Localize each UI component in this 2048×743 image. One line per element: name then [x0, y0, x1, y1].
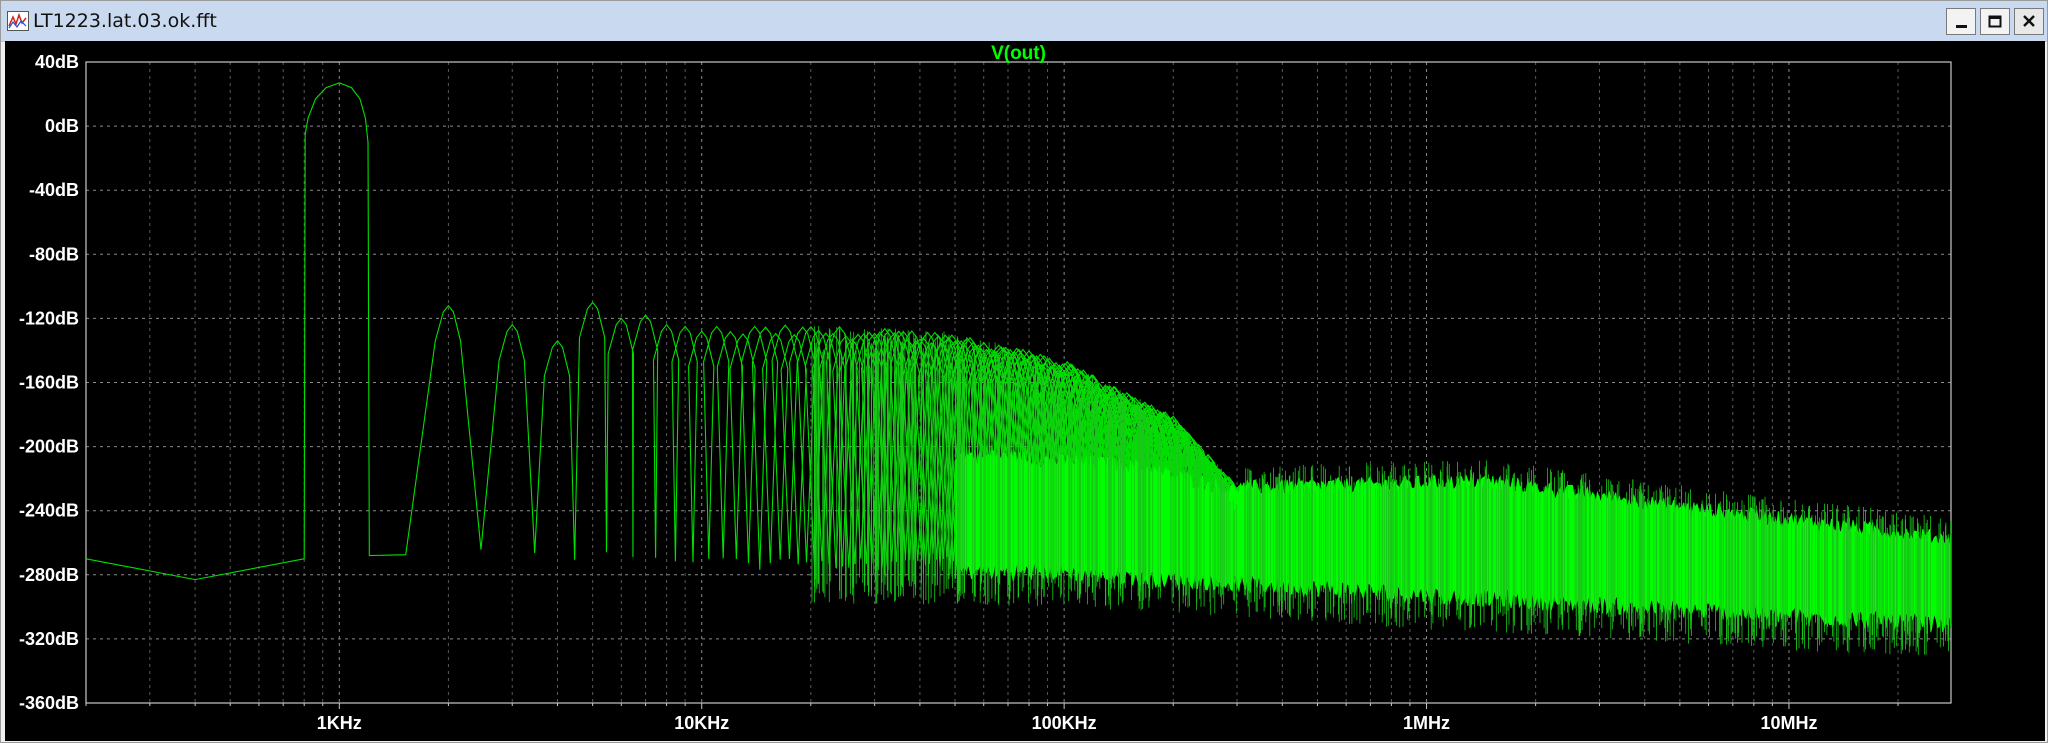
- waveform-icon: [7, 11, 29, 31]
- y-tick-label: 40dB: [35, 52, 79, 72]
- y-tick-label: -280dB: [19, 565, 79, 585]
- plot-frame: [85, 61, 1952, 704]
- y-tick-label: -360dB: [19, 693, 79, 713]
- y-tick-label: -160dB: [19, 373, 79, 393]
- y-tick-label: 0dB: [45, 116, 79, 136]
- y-tick-label: -120dB: [19, 308, 79, 328]
- x-tick-label: 100KHz: [1032, 713, 1097, 733]
- maximize-button[interactable]: [1980, 8, 2010, 35]
- y-axis: 40dB 0dB -40dB -80dB -120dB -160dB -200dB -240d…: [19, 52, 79, 713]
- x-axis: 1KHz 10KHz 100KHz 1MHz 10MHz: [317, 713, 1818, 733]
- chart-title: V(out): [991, 43, 1046, 64]
- close-icon: [2023, 15, 2035, 27]
- y-tick-label: -240dB: [19, 501, 79, 521]
- close-button[interactable]: [2014, 8, 2044, 35]
- fft-chart[interactable]: 40dB 0dB -40dB -80dB -120dB -160dB -200dB -240d…: [5, 41, 2045, 741]
- x-tick-label: 1KHz: [317, 713, 362, 733]
- window-title: LT1223.lat.03.ok.fft: [33, 10, 217, 32]
- y-tick-label: -40dB: [29, 180, 79, 200]
- trace-v-out: [85, 82, 1952, 655]
- x-tick-label: 1MHz: [1403, 713, 1450, 733]
- y-tick-label: -320dB: [19, 629, 79, 649]
- y-tick-label: -200dB: [19, 437, 79, 457]
- y-tick-label: -80dB: [29, 244, 79, 264]
- noise-spikes: [811, 325, 1952, 655]
- title-bar[interactable]: LT1223.lat.03.ok.fft: [1, 1, 2047, 42]
- minimize-button[interactable]: [1946, 8, 1976, 35]
- plot-area[interactable]: 40dB 0dB -40dB -80dB -120dB -160dB -200dB -240d…: [5, 41, 2045, 741]
- minimize-icon: [1956, 25, 1967, 28]
- x-tick-label: 10KHz: [674, 713, 729, 733]
- x-tick-label: 10MHz: [1760, 713, 1817, 733]
- maximize-icon: [1988, 15, 2002, 28]
